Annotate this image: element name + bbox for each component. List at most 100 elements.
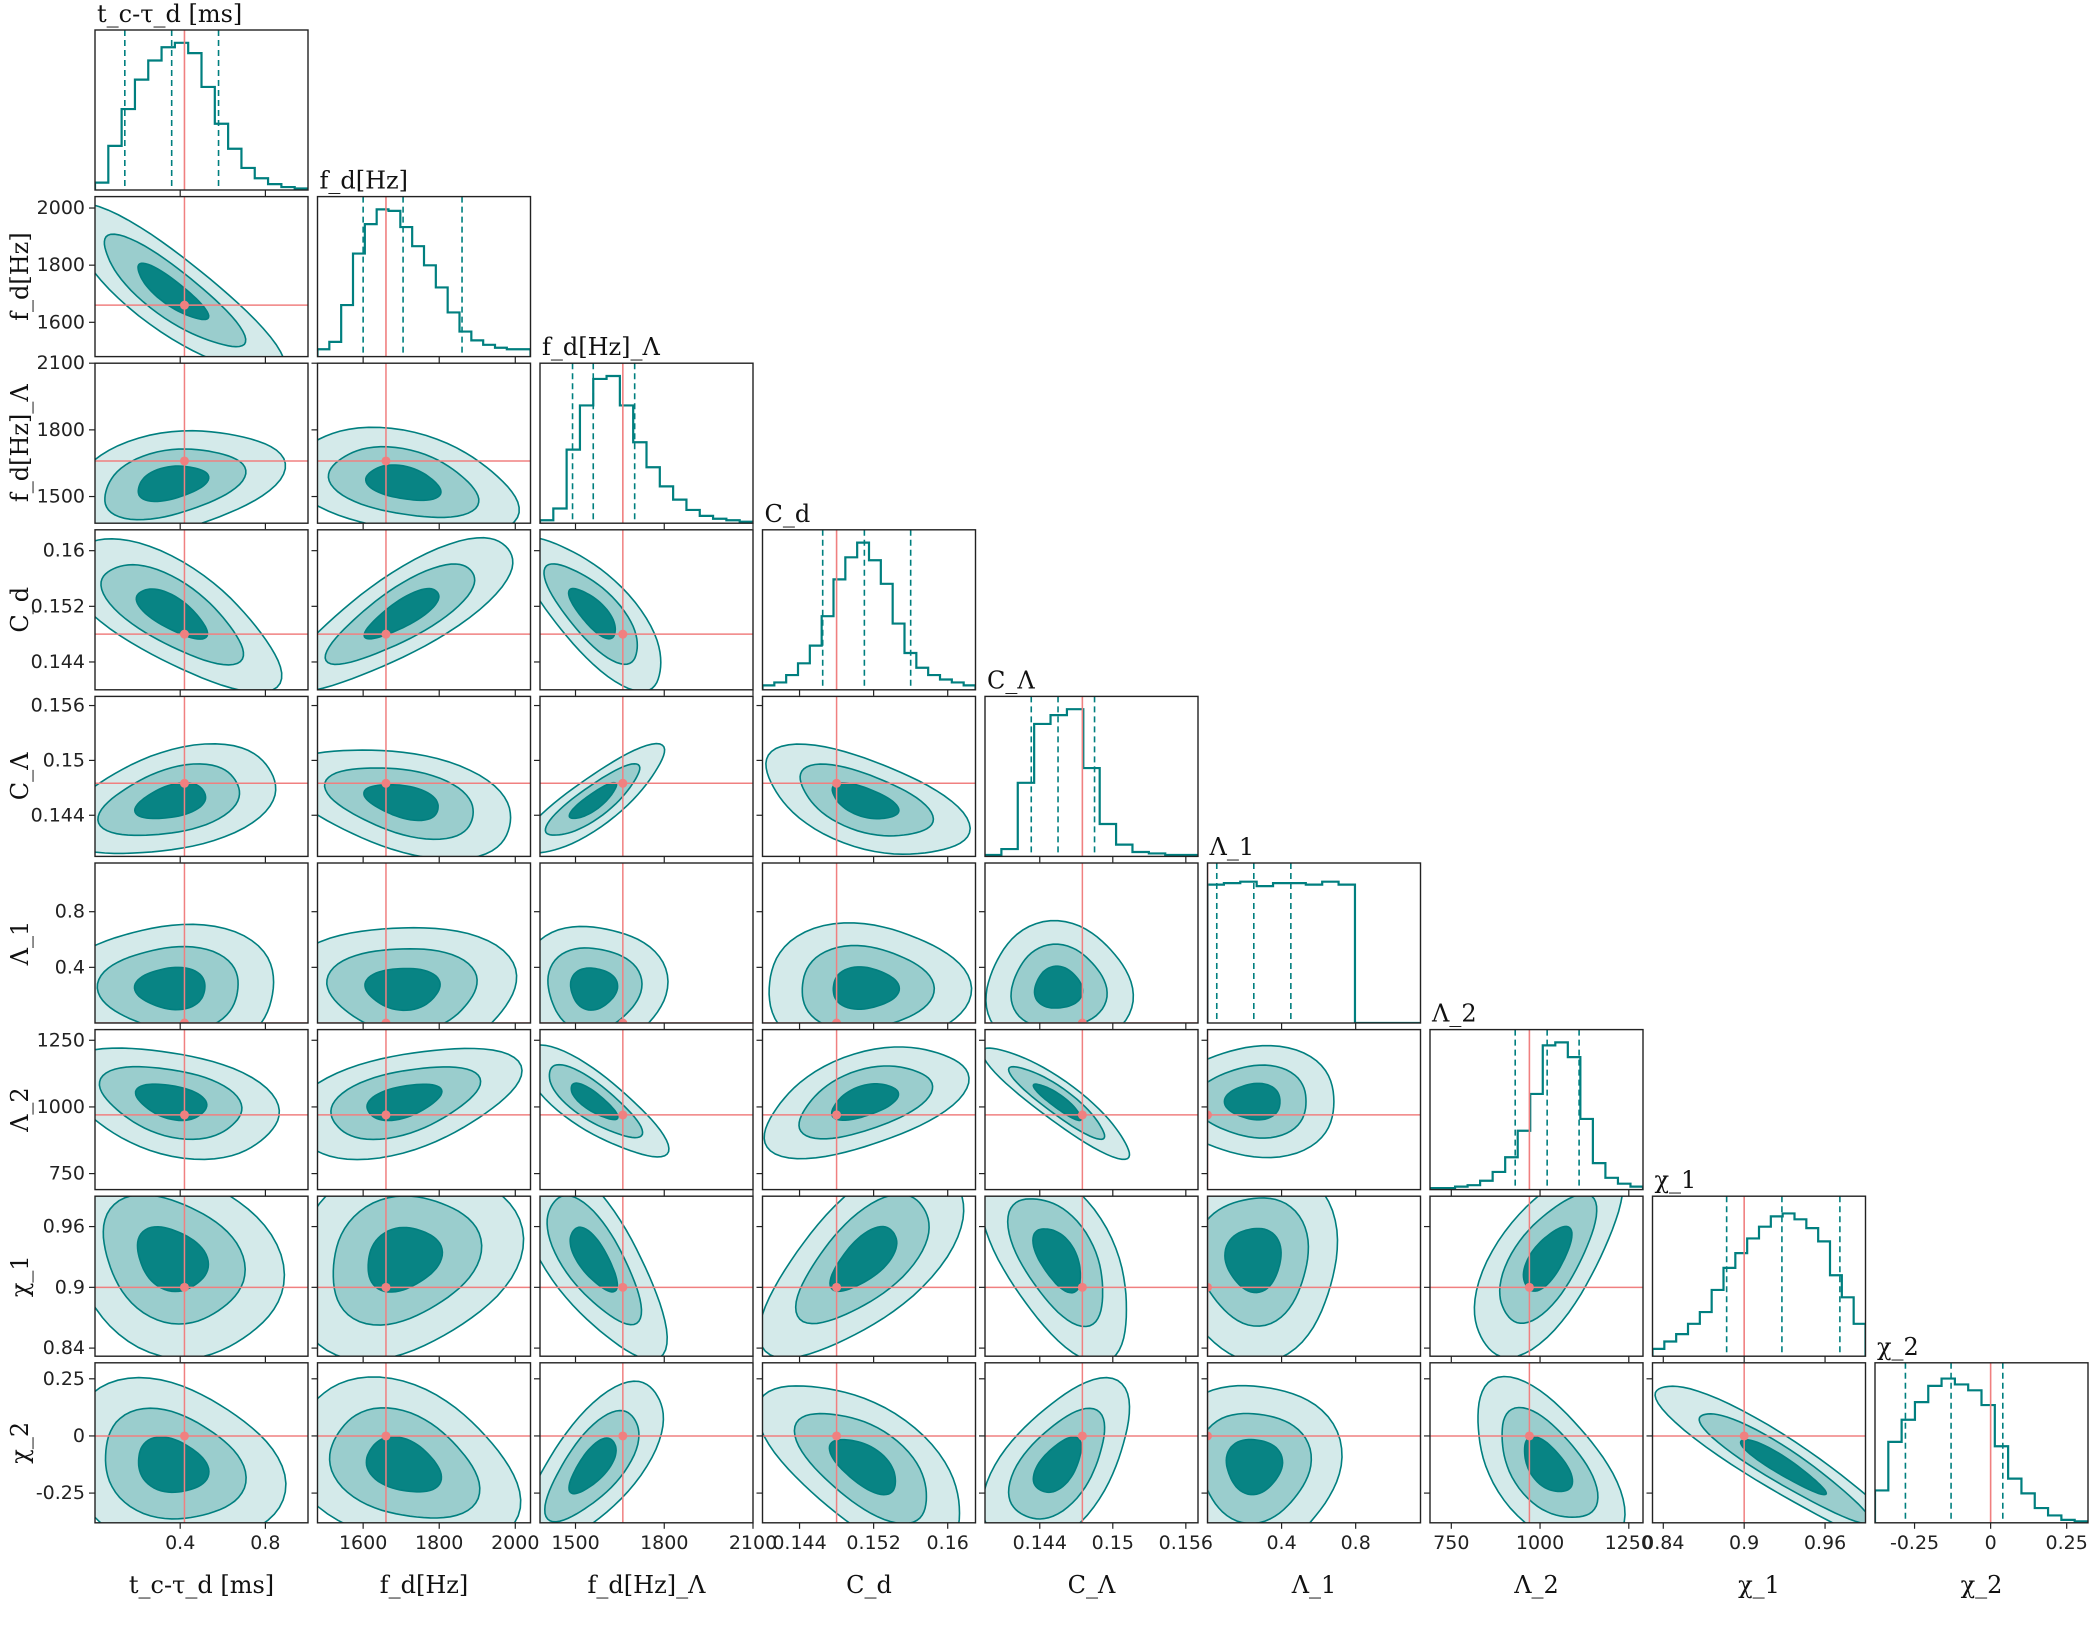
y-tick-label: 2100 — [37, 352, 85, 374]
truth-point — [832, 1110, 842, 1120]
y-tick-label: 0.9 — [55, 1276, 85, 1298]
truth-point — [179, 300, 189, 310]
x-tick-label: 0.152 — [846, 1532, 900, 1554]
panel-L2-vs-fdL — [534, 1028, 754, 1196]
panel-CL-vs-Cd — [756, 695, 977, 863]
y-tick-label: 750 — [49, 1163, 85, 1185]
truth-point — [1077, 1110, 1087, 1120]
panel-L1-vs-tc: 0.4 0.8 — [55, 862, 309, 1029]
x-tick-label: 0.15 — [1092, 1532, 1134, 1554]
y-tick-label: 0.4 — [55, 956, 85, 978]
histogram-step — [95, 41, 308, 190]
panel-x1-vs-fdL — [534, 1195, 754, 1363]
panel-L2-vs-CL — [979, 1028, 1199, 1196]
y-tick-label: 1250 — [37, 1029, 85, 1051]
truth-point — [1739, 1431, 1749, 1441]
panel-L1-vs-fd — [311, 862, 532, 1029]
x-axis-title-fdL: f_d[Hz]_Λ — [588, 1571, 707, 1599]
y-tick-label: 0.144 — [31, 651, 85, 673]
histogram-step — [762, 541, 976, 690]
panel-frame — [539, 1362, 754, 1524]
x-axis-title-L1: Λ_1 — [1291, 1571, 1337, 1599]
panel-x1-vs-CL — [979, 1195, 1199, 1363]
y-tick-label: 0 — [73, 1425, 85, 1447]
y-axis-title-Cd: C_d — [6, 587, 34, 633]
contour-level-3 — [1523, 1435, 1574, 1493]
panel-frame — [1206, 1362, 1422, 1524]
contour-level-3 — [1223, 1082, 1281, 1121]
x-tick-label: 0 — [1985, 1532, 1997, 1554]
panel-frame — [539, 862, 754, 1024]
x-axis-title-CL: C_Λ — [1068, 1571, 1116, 1599]
truth-point — [179, 1018, 189, 1023]
panel-frame — [984, 1195, 1199, 1357]
panel-frame — [1429, 1195, 1644, 1357]
truth-point — [1077, 1431, 1087, 1441]
panel-L2-vs-fd — [311, 1028, 532, 1196]
truth-point — [832, 778, 842, 788]
x-axis-title-tc: t_c-τ_d [ms] — [129, 1571, 274, 1599]
panel-frame — [761, 1362, 977, 1524]
y-tick-label: 0.25 — [43, 1368, 85, 1390]
histogram-step — [540, 374, 753, 524]
panel-frame — [316, 529, 532, 691]
x-tick-label: 0.144 — [1013, 1532, 1067, 1554]
panel-frame — [1429, 1028, 1644, 1191]
contour-level-3 — [365, 1436, 443, 1493]
panel-frame — [94, 1362, 309, 1524]
panel-CL-vs-fdL — [534, 695, 754, 863]
y-tick-label: 0.96 — [43, 1216, 85, 1238]
x-tick-label: 1500 — [551, 1532, 599, 1554]
diag-title-L2: Λ_2 — [1431, 1000, 1477, 1028]
truth-point — [381, 778, 391, 788]
contour-level-3 — [1739, 1438, 1828, 1496]
contour-level-3 — [829, 1225, 898, 1293]
panel-frame — [984, 1362, 1199, 1524]
panel-fdL-vs-fd — [311, 362, 532, 530]
panel-x1-vs-fd — [311, 1195, 532, 1363]
contour-level-3 — [367, 1226, 444, 1293]
x-tick-label: 0.16 — [927, 1532, 969, 1554]
panel-x1-vs-L2 — [1424, 1195, 1644, 1363]
truth-point — [832, 1431, 842, 1441]
panel-frame — [316, 1195, 532, 1357]
panel-Cd-vs-Cd: C_d — [761, 500, 977, 696]
y-tick-label: 2000 — [37, 197, 85, 219]
panel-frame — [316, 1028, 532, 1191]
histogram-step — [1652, 1212, 1866, 1357]
panel-x2-vs-tc: 0.4 0.8 -0.25 0 0.25 — [36, 1362, 309, 1554]
panel-L1-vs-fdL — [534, 862, 754, 1029]
y-tick-label: 1800 — [37, 419, 85, 441]
panel-frame — [984, 862, 1199, 1024]
panel-x2-vs-L1: 0.4 0.8 — [1201, 1362, 1422, 1554]
contour-level-1 — [95, 204, 284, 357]
diag-title-x2: χ_2 — [1877, 1333, 1919, 1361]
panel-L2-vs-Cd — [756, 1028, 977, 1196]
x-tick-label: 0.8 — [1341, 1532, 1371, 1554]
contour-level-3 — [137, 1436, 210, 1494]
diag-title-Cd: C_d — [765, 500, 811, 528]
contour-level-3 — [828, 1438, 897, 1496]
contour-level-3 — [1225, 1438, 1284, 1496]
contour-level-3 — [570, 1082, 619, 1121]
truth-point — [1207, 1282, 1212, 1292]
panel-frame — [94, 695, 309, 858]
contour-level-3 — [365, 464, 442, 502]
x-tick-label: -0.25 — [1890, 1532, 1939, 1554]
x-tick-label: 0.84 — [1642, 1532, 1684, 1554]
x-axis-title-x2: χ_2 — [1961, 1571, 2003, 1599]
histogram-step — [1430, 1041, 1643, 1190]
panel-frame — [761, 1028, 977, 1191]
y-tick-label: 0.8 — [55, 901, 85, 923]
panel-L2-vs-tc: 750 1000 1250 — [37, 1028, 309, 1196]
contour-level-3 — [569, 1226, 619, 1293]
truth-point — [179, 1282, 189, 1292]
panel-fd-vs-tc: 1600 1800 2000 — [37, 195, 309, 363]
y-axis-title-CL: C_Λ — [6, 752, 34, 800]
diag-title-CL: C_Λ — [987, 666, 1035, 694]
panel-frame — [1206, 862, 1422, 1024]
panel-frame — [1429, 1362, 1644, 1524]
x-tick-label: 1800 — [415, 1532, 463, 1554]
panel-x1-vs-Cd — [756, 1195, 977, 1363]
y-tick-label: 0.84 — [43, 1337, 85, 1359]
